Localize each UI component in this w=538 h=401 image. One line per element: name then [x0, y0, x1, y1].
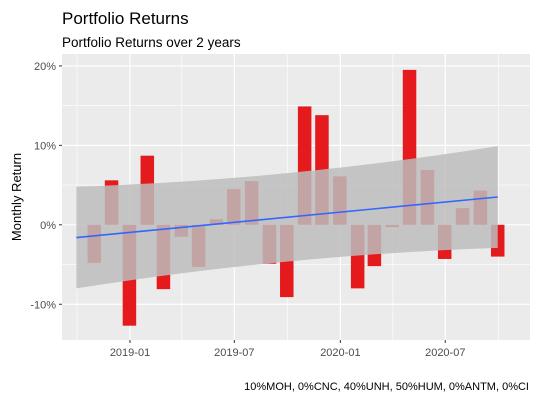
y-tick-label: 10% — [34, 140, 56, 152]
y-axis-title: Monthly Return — [9, 153, 24, 241]
x-tick-label: 2019-07 — [214, 347, 254, 359]
y-tick-label: 0% — [40, 220, 56, 232]
y-tick-label: -10% — [30, 299, 56, 311]
trend-line — [76, 196, 498, 239]
x-tick-label: 2020-01 — [320, 347, 360, 359]
y-axis: -10% 0% 10% 20% — [30, 61, 62, 311]
chart-caption: 10%MOH, 0%CNC, 40%UNH, 50%HUM, 0%ANTM, 0… — [244, 381, 529, 393]
chart-title: Portfolio Returns — [62, 9, 189, 28]
x-axis: 2019-01 2019-07 2020-01 2020-07 — [110, 340, 465, 359]
y-tick-label: 20% — [34, 61, 56, 73]
x-tick-label: 2019-01 — [110, 347, 150, 359]
x-tick-label: 2020-07 — [425, 347, 465, 359]
trend-group — [76, 146, 498, 289]
chart-subtitle: Portfolio Returns over 2 years — [62, 35, 241, 50]
